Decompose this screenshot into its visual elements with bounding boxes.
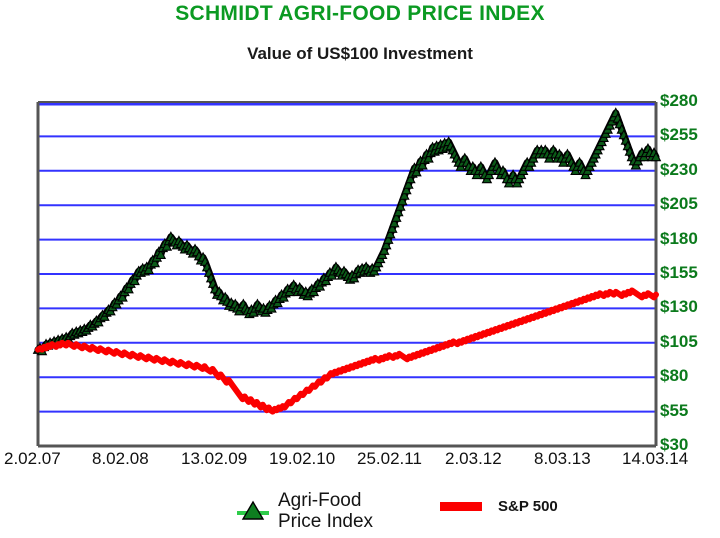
y-axis-tick-label: $130 [660, 297, 698, 317]
y-axis-tick-label: $80 [660, 366, 689, 386]
chart-title: SCHMIDT AGRI-FOOD PRICE INDEX [175, 2, 545, 25]
x-axis-tick-label: 14.03.14 [622, 449, 689, 468]
x-axis-tick-label: 8.02.08 [92, 449, 149, 468]
legend-label-agri-food: Agri-Food Price Index [278, 490, 373, 532]
y-axis-tick-label: $55 [660, 400, 689, 420]
x-axis-tick-label: 2.02.07 [4, 449, 61, 468]
legend-label-sp500: S&P 500 [498, 498, 558, 515]
line-swatch-icon [440, 502, 482, 511]
y-axis-tick-label: $280 [660, 91, 698, 110]
x-axis-tick-label: 13.02.09 [181, 449, 248, 468]
y-axis-tick-label: $105 [660, 331, 698, 351]
y-axis-tick-label: $230 [660, 159, 698, 179]
x-axis-tick-label: 19.02.10 [269, 449, 336, 468]
y-axis-tick-label: $155 [660, 263, 698, 282]
x-axis-labels: 2.02.07 8.02.08 13.02.09 19.02.10 25.02.11 2.… [0, 449, 720, 473]
y-axis-tick-label: $205 [660, 194, 698, 214]
x-axis-tick-label: 2.03.12 [445, 449, 502, 468]
x-axis-tick-label: 25.02.11 [357, 449, 422, 468]
triangle-up-icon [236, 499, 270, 523]
legend-item-sp500: S&P 500 [440, 498, 558, 515]
legend-item-agri-food: Agri-Food Price Index [236, 490, 373, 532]
legend-label-agri-food-line1: Agri-Food [278, 490, 362, 511]
chart-legend: Agri-Food Price Index S&P 500 [0, 490, 720, 538]
y-axis-tick-label: $255 [660, 125, 698, 145]
y-axis-tick-label: $30 [660, 435, 689, 454]
y-axis-labels: $280 $255 $230 $205 $180 $155 $130 $105 $80 $55 $3… [660, 0, 720, 460]
x-axis-tick-label: 8.03.13 [534, 449, 591, 468]
y-axis-tick-label: $180 [660, 228, 698, 248]
legend-label-agri-food-line2: Price Index [278, 511, 374, 532]
chart-subtitle: Value of US$100 Investment [247, 44, 473, 63]
